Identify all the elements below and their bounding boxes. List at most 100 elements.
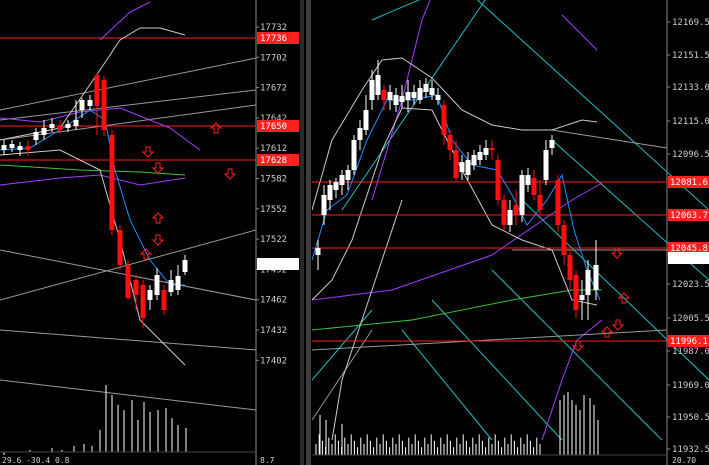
right-level-tag <box>668 242 709 254</box>
left-signal-arrow-up <box>209 122 223 134</box>
pane-divider[interactable] <box>300 0 304 465</box>
right-signal-arrow-up <box>600 326 614 338</box>
left-candle <box>33 132 39 140</box>
left-candle <box>140 285 146 318</box>
right-candle <box>333 182 339 190</box>
right-candle <box>501 200 507 225</box>
right-candle <box>483 148 489 155</box>
right-bollinger-upper <box>312 57 598 211</box>
right-candle <box>579 295 585 300</box>
right-y-tick-label: 11969.0 <box>672 381 709 391</box>
left-candle <box>25 146 31 150</box>
left-y-tick-label: 17552 <box>260 205 287 215</box>
right-channel-line <box>371 0 420 21</box>
right-candle <box>585 270 591 295</box>
left-y-tick-label: 17642 <box>260 114 287 124</box>
left-candle <box>125 265 131 298</box>
left-ma-purple <box>0 107 201 151</box>
left-candle <box>133 280 139 295</box>
right-y-tick-label: 12096.5 <box>672 150 709 160</box>
left-candle <box>17 146 23 150</box>
right-candle <box>519 175 525 215</box>
right-current-price: 12039.0 <box>670 255 708 265</box>
left-candle <box>101 80 107 130</box>
right-signal-arrow-down <box>611 319 625 331</box>
left-signal-arrow-up <box>151 212 165 224</box>
left-y-tick-label: 17462 <box>260 296 287 306</box>
left-y-tick-label: 17492 <box>260 265 287 275</box>
left-candle <box>57 126 63 130</box>
left-candle <box>41 128 47 135</box>
right-channel-line <box>312 309 373 381</box>
left-level-tag <box>257 120 299 132</box>
right-y-tick-label: 12005.5 <box>672 314 709 324</box>
right-candle <box>593 265 599 290</box>
left-y-tick-label: 17702 <box>260 53 287 63</box>
left-level-tag-text: 17650 <box>260 122 287 132</box>
right-candle <box>327 185 333 200</box>
left-price-chart[interactable]: 17732 17702 17672 17642 17612 17582 17552 17522… <box>0 0 300 465</box>
right-indicator-axis-label: 20.70 <box>672 456 696 465</box>
right-candle <box>459 162 465 172</box>
left-y-tick-label: 17672 <box>260 84 287 94</box>
right-y-tick-label: 11950.5 <box>672 413 709 423</box>
right-level-tag-text: 12081.6 <box>670 178 708 188</box>
left-candle <box>175 276 181 290</box>
right-candle <box>369 80 375 100</box>
left-trendline <box>0 89 257 121</box>
right-candle <box>495 160 501 200</box>
right-candle <box>507 210 513 225</box>
right-ma-purple-low <box>541 319 603 441</box>
right-candle <box>435 95 441 100</box>
left-candle <box>79 100 85 110</box>
left-trendline <box>0 329 257 351</box>
left-signal-arrow-up <box>139 248 153 260</box>
left-candle <box>109 135 115 230</box>
right-candle <box>561 225 567 255</box>
right-candle <box>423 84 429 92</box>
right-signal-arrow-down <box>571 340 585 352</box>
right-candle <box>447 135 453 150</box>
right-candle <box>351 140 357 170</box>
right-y-tick-label: 12133.0 <box>672 83 709 93</box>
right-candle <box>387 92 393 100</box>
right-candle <box>393 95 399 105</box>
right-chart-pane[interactable]: 12169.512151.512133.012115.012096.512057… <box>312 0 709 465</box>
right-trendline <box>312 329 668 351</box>
right-channel-line <box>401 329 493 441</box>
left-indicator-readout: 29.6 -30.4 0.8 <box>2 456 70 465</box>
right-signal-arrow-up <box>617 292 631 304</box>
left-signal-arrow-down <box>151 162 165 174</box>
left-signal-arrow-down <box>141 146 155 158</box>
right-candle <box>537 195 543 210</box>
right-y-tick-label: 11987.0 <box>672 347 709 357</box>
left-candle <box>168 280 174 292</box>
left-current-price: 17546 <box>260 261 287 271</box>
left-candle <box>147 290 153 300</box>
left-candle <box>9 144 15 148</box>
left-y-tick-label: 17732 <box>260 23 287 33</box>
right-candle <box>567 255 573 280</box>
right-candle <box>489 148 495 150</box>
right-ma-purple <box>312 182 603 301</box>
right-level-tag-text: 12063.7 <box>670 211 708 221</box>
right-candle <box>471 155 477 165</box>
left-candle <box>73 120 79 126</box>
left-y-tick-label: 17582 <box>260 175 287 185</box>
right-bollinger-tail <box>331 199 403 441</box>
right-ma-green <box>312 289 602 331</box>
pane-splitter-handle[interactable] <box>306 0 311 465</box>
right-channel-line <box>341 0 486 211</box>
left-trendline <box>0 57 257 111</box>
right-price-chart[interactable]: 12169.512151.512133.012115.012096.512057… <box>312 0 709 465</box>
right-y-tick-label: 12151.5 <box>672 51 709 61</box>
right-y-tick-label: 12023.5 <box>672 280 709 290</box>
right-candle <box>411 92 417 98</box>
right-candle <box>357 128 363 140</box>
left-chart-pane[interactable]: 17732 17702 17672 17642 17612 17582 17552 17522… <box>0 0 300 465</box>
left-indicator-axis-label: 8.7 <box>260 456 275 465</box>
right-candle <box>399 96 405 102</box>
left-signal-arrow-down <box>223 168 237 180</box>
left-current-price-box <box>257 258 299 270</box>
right-candle <box>549 140 555 148</box>
